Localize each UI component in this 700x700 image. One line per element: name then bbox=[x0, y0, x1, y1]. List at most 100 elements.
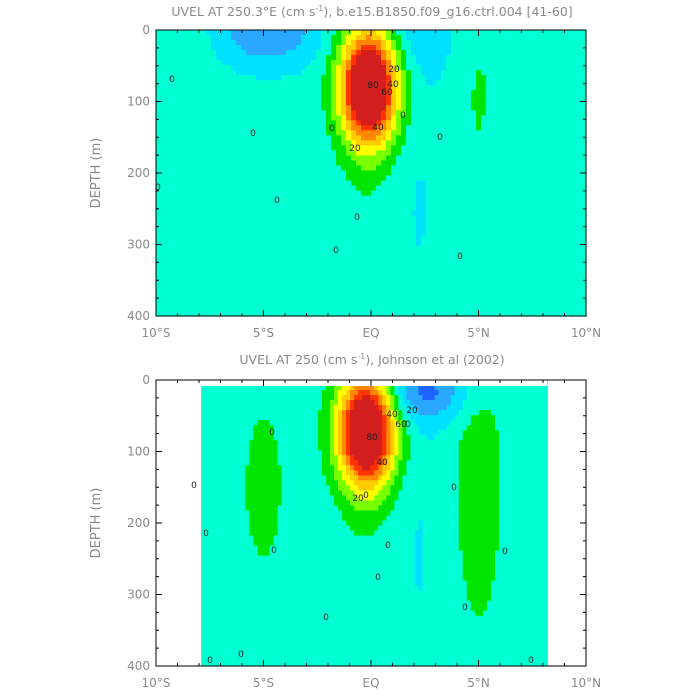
field-cell bbox=[496, 155, 502, 162]
field-cell bbox=[346, 195, 352, 202]
field-cell bbox=[331, 190, 337, 197]
field-cell bbox=[551, 225, 557, 232]
field-cell bbox=[326, 65, 332, 71]
field-cell bbox=[551, 250, 557, 257]
field-cell bbox=[301, 200, 307, 207]
field-cell bbox=[431, 245, 437, 252]
field-cell bbox=[226, 240, 232, 247]
field-cell bbox=[266, 70, 272, 76]
field-cell bbox=[366, 105, 372, 111]
field-cell bbox=[491, 35, 497, 41]
field-cell bbox=[306, 225, 312, 232]
field-cell bbox=[286, 95, 292, 101]
field-cell bbox=[416, 110, 422, 116]
field-cell bbox=[316, 30, 322, 36]
field-cell bbox=[391, 120, 397, 126]
field-cell bbox=[251, 60, 257, 66]
field-cell bbox=[256, 235, 262, 242]
field-cell bbox=[221, 125, 227, 131]
field-cell bbox=[351, 235, 357, 242]
field-cell bbox=[211, 75, 217, 81]
field-cell bbox=[191, 240, 197, 247]
field-cell bbox=[451, 85, 457, 91]
field-cell bbox=[546, 310, 552, 317]
field-cell bbox=[281, 50, 287, 56]
field-cell bbox=[321, 90, 327, 96]
field-cell bbox=[331, 135, 337, 141]
field-cell bbox=[416, 240, 422, 247]
field-cell bbox=[361, 35, 367, 41]
field-cell bbox=[556, 90, 562, 96]
field-cell bbox=[371, 265, 377, 272]
field-cell bbox=[576, 145, 582, 152]
field-cell bbox=[361, 270, 367, 277]
field-cell bbox=[386, 275, 392, 282]
field-cell bbox=[276, 135, 282, 141]
field-cell bbox=[336, 110, 342, 116]
field-cell bbox=[156, 265, 162, 272]
field-cell bbox=[581, 70, 587, 76]
field-cell bbox=[371, 195, 377, 202]
field-cell bbox=[406, 110, 412, 116]
field-cell bbox=[336, 310, 342, 317]
field-cell bbox=[251, 300, 257, 307]
field-cell bbox=[526, 65, 532, 71]
field-cell bbox=[206, 190, 212, 197]
field-cell bbox=[311, 295, 317, 302]
field-cell bbox=[381, 270, 387, 277]
field-cell bbox=[566, 290, 572, 297]
field-cell bbox=[511, 310, 517, 317]
field-cell bbox=[356, 195, 362, 202]
field-cell bbox=[306, 95, 312, 101]
field-cell bbox=[271, 310, 277, 317]
field-cell bbox=[351, 205, 357, 212]
field-cell bbox=[416, 265, 422, 272]
field-cell bbox=[236, 260, 242, 267]
field-cell bbox=[226, 195, 232, 202]
field-cell bbox=[566, 50, 572, 56]
field-cell bbox=[406, 275, 412, 282]
field-cell bbox=[221, 155, 227, 162]
field-cell bbox=[466, 200, 472, 207]
field-cell bbox=[276, 310, 282, 317]
field-cell bbox=[311, 225, 317, 232]
field-cell bbox=[341, 240, 347, 247]
field-cell bbox=[231, 230, 237, 237]
field-cell bbox=[576, 155, 582, 162]
field-cell bbox=[166, 45, 172, 51]
field-cell bbox=[216, 225, 222, 232]
field-cell bbox=[466, 305, 472, 312]
field-cell bbox=[571, 240, 577, 247]
field-cell bbox=[261, 60, 267, 66]
field-cell bbox=[406, 80, 412, 86]
field-cell bbox=[316, 195, 322, 202]
field-cell bbox=[231, 225, 237, 232]
field-cell bbox=[536, 135, 542, 141]
field-cell bbox=[551, 70, 557, 76]
field-cell bbox=[166, 290, 172, 297]
field-cell bbox=[201, 305, 207, 312]
field-cell bbox=[266, 175, 272, 182]
field-cell bbox=[281, 40, 287, 46]
field-cell bbox=[576, 215, 582, 222]
field-cell bbox=[511, 190, 517, 197]
field-cell bbox=[576, 95, 582, 101]
field-cell bbox=[301, 270, 307, 277]
field-cell bbox=[286, 140, 292, 147]
field-cell bbox=[296, 30, 302, 36]
field-cell bbox=[481, 150, 487, 157]
field-cell bbox=[276, 125, 282, 131]
field-cell bbox=[176, 160, 182, 167]
field-cell bbox=[546, 180, 552, 187]
field-cell bbox=[196, 245, 202, 252]
field-cell bbox=[451, 280, 457, 287]
field-cell bbox=[166, 250, 172, 257]
field-cell bbox=[426, 260, 432, 267]
field-cell bbox=[246, 290, 252, 297]
field-cell bbox=[561, 100, 567, 106]
field-cell bbox=[231, 65, 237, 71]
field-cell bbox=[356, 135, 362, 141]
field-cell bbox=[466, 205, 472, 212]
field-cell bbox=[401, 285, 407, 292]
field-cell bbox=[341, 170, 347, 177]
